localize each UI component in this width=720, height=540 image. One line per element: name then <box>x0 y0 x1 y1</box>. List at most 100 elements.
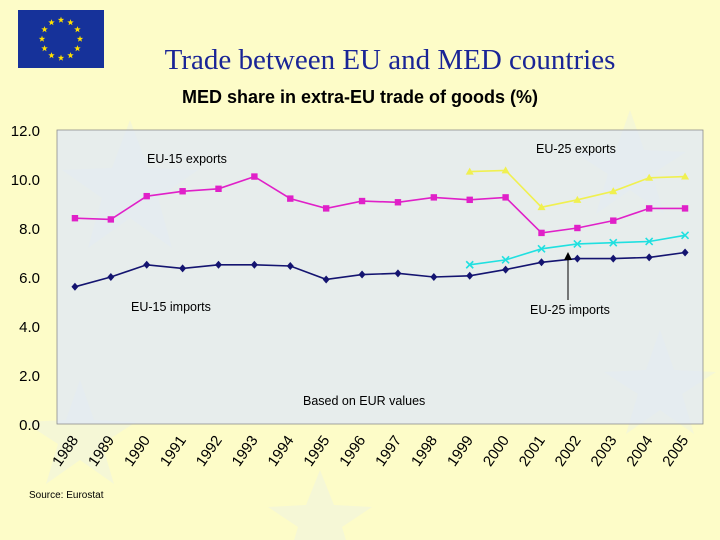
annotation-eu25-imports: EU-25 imports <box>530 303 610 317</box>
flag-star <box>67 52 74 59</box>
data-point <box>358 197 366 205</box>
data-point <box>537 244 546 253</box>
flag-star <box>48 19 55 26</box>
flag-star <box>41 45 48 52</box>
eu-flag-logo <box>18 10 104 68</box>
data-point <box>681 172 690 180</box>
data-point <box>251 173 258 180</box>
series-eu-15-exports <box>71 173 689 237</box>
y-tick-label: 4.0 <box>19 319 40 336</box>
data-point <box>537 203 546 211</box>
slide-title: Trade between EU and MED countries <box>164 44 616 76</box>
data-point <box>680 231 690 240</box>
source-note: Source: Eurostat <box>29 490 104 501</box>
data-point <box>501 166 510 174</box>
data-point <box>573 195 582 203</box>
x-tick-label: 2003 <box>587 433 620 470</box>
data-point <box>645 173 654 181</box>
data-point <box>394 199 402 206</box>
x-tick-label: 1997 <box>372 433 405 470</box>
data-point <box>358 270 366 279</box>
data-point <box>538 229 545 237</box>
series-line <box>74 175 686 234</box>
data-point <box>502 194 509 201</box>
annotation-eu15-imports: EU-15 imports <box>131 300 211 314</box>
data-point <box>609 187 618 195</box>
series-eu-25-imports <box>465 231 690 269</box>
y-tick-label: 0.0 <box>19 417 40 434</box>
x-tick-label: 1996 <box>336 433 369 470</box>
flag-star <box>38 35 46 42</box>
x-tick-label: 2002 <box>552 433 585 470</box>
data-point <box>466 271 474 280</box>
data-point <box>107 216 115 223</box>
data-point <box>573 239 582 248</box>
flag-star <box>74 45 81 52</box>
x-tick-label: 1988 <box>49 433 82 470</box>
x-tick-label: 1991 <box>157 433 190 470</box>
data-point <box>430 194 438 201</box>
annotation-arrow-head <box>564 252 572 260</box>
flag-star <box>76 35 84 42</box>
data-point <box>538 258 545 267</box>
data-point <box>465 260 474 269</box>
data-point <box>645 253 653 262</box>
x-tick-label: 1994 <box>264 433 297 470</box>
y-tick-label: 6.0 <box>19 270 40 287</box>
data-point <box>610 217 617 224</box>
annotation-eu25-exports: EU-25 exports <box>536 142 616 156</box>
flag-star <box>48 52 55 59</box>
data-point <box>501 255 510 264</box>
data-point <box>609 254 617 263</box>
data-point <box>465 167 474 175</box>
flag-star <box>57 16 65 23</box>
data-point <box>681 248 689 257</box>
x-tick-label: 1993 <box>229 433 262 470</box>
flag-star <box>57 54 65 61</box>
y-tick-label: 12.0 <box>11 123 40 140</box>
data-point <box>322 205 330 212</box>
data-point <box>215 185 222 192</box>
data-point <box>394 269 402 278</box>
annotation-based-on: Based on EUR values <box>303 394 425 408</box>
plot-area <box>56 129 704 425</box>
y-tick-label: 8.0 <box>19 221 40 238</box>
chart-title: MED share in extra-EU trade of goods (%) <box>182 87 538 107</box>
x-tick-label: 1995 <box>300 433 333 470</box>
data-point <box>107 273 115 281</box>
x-tick-label: 2005 <box>659 433 692 470</box>
y-tick-label: 10.0 <box>11 172 40 189</box>
x-tick-label: 1999 <box>444 433 477 470</box>
x-tick-label: 1998 <box>408 433 441 470</box>
annotation-eu15-exports: EU-15 exports <box>147 152 227 166</box>
series-eu-25-exports <box>465 166 690 211</box>
data-point <box>179 264 187 273</box>
x-tick-label: 2004 <box>623 433 656 470</box>
flag-star <box>41 26 48 33</box>
x-tick-label: 2000 <box>480 433 513 470</box>
data-point <box>287 195 294 202</box>
data-point <box>71 215 79 222</box>
flag-star <box>74 26 81 33</box>
data-point <box>645 237 654 246</box>
data-point <box>215 260 222 269</box>
data-point <box>574 224 581 232</box>
data-point <box>71 282 79 291</box>
x-tick-label: 1992 <box>193 433 226 470</box>
data-point <box>143 192 150 200</box>
eu-stars-icon <box>38 16 84 61</box>
data-point <box>502 265 510 274</box>
x-tick-label: 1989 <box>85 433 118 470</box>
data-point <box>250 260 258 269</box>
data-point <box>645 205 653 212</box>
x-tick-label: 2001 <box>516 433 549 470</box>
series-eu-15-imports <box>71 248 689 291</box>
data-point <box>179 188 186 195</box>
flag-star <box>67 19 74 26</box>
series-line <box>74 251 686 288</box>
y-tick-label: 2.0 <box>19 368 40 385</box>
data-point <box>143 260 151 269</box>
x-tick-label: 1990 <box>121 433 154 470</box>
data-point <box>573 254 581 263</box>
